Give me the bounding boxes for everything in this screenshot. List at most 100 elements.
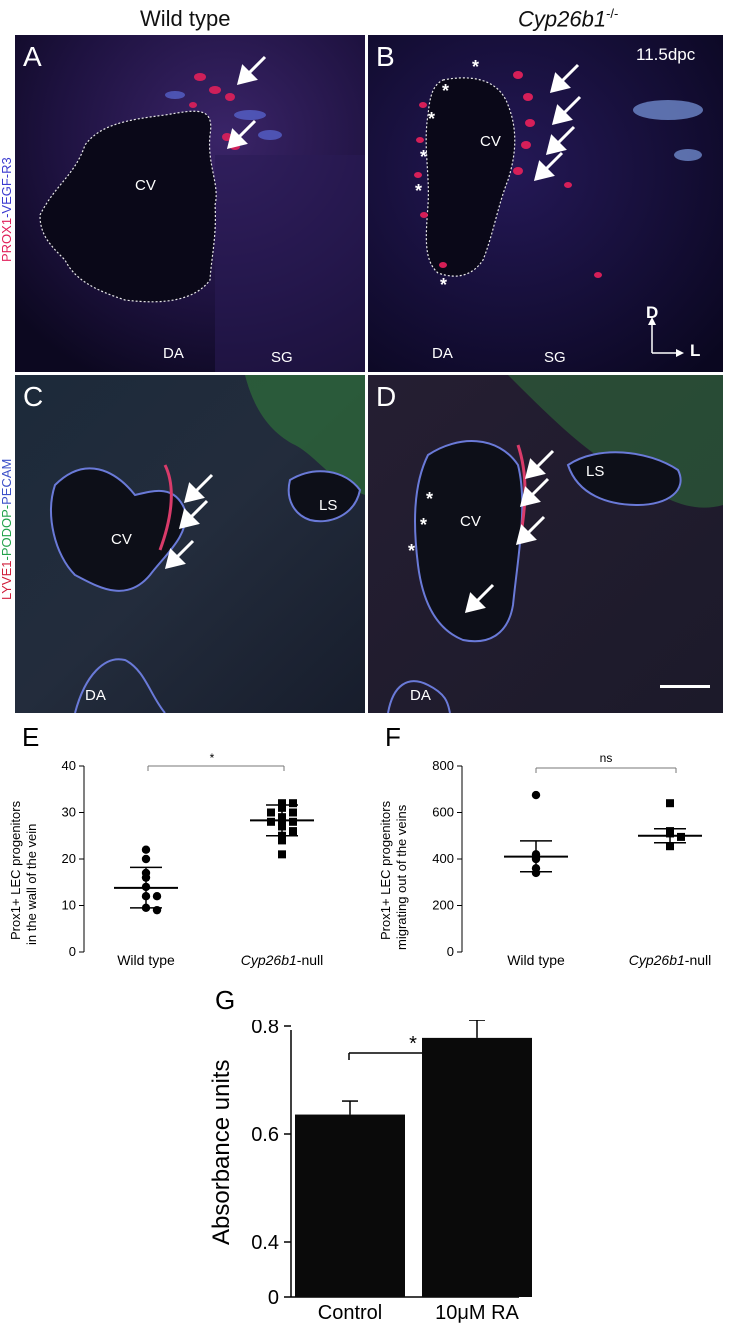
data-point	[141, 892, 151, 901]
column-title-wild-type: Wild type	[140, 6, 231, 31]
arrow-icon	[183, 473, 214, 504]
data-point	[666, 829, 674, 838]
panel-c-cv-label: CV	[111, 531, 132, 548]
panel-d-da-label: DA	[410, 687, 431, 704]
chart-g-significance: *	[409, 1033, 417, 1055]
data-point	[278, 813, 286, 822]
chart-tick-label: 0.4	[251, 1232, 279, 1254]
chart-e: Prox1+ LEC progenitors in the wall of th…	[8, 751, 324, 968]
data-point	[289, 827, 297, 836]
data-point	[267, 808, 275, 817]
column-title-cyp26b1-text: Cyp26b1	[518, 6, 607, 32]
arrow-icon	[519, 477, 550, 508]
panel-e-letter: E	[22, 722, 40, 752]
panel-b-letter: B	[376, 41, 395, 72]
panel-d-ls-label: LS	[586, 463, 605, 480]
data-point	[278, 803, 286, 812]
data-point	[278, 850, 286, 859]
panel-g-letter: G	[215, 985, 236, 1015]
chart-tick-label: 600	[432, 805, 454, 820]
chart-tick-label: 0.6	[251, 1124, 279, 1146]
chart-tick-label: 400	[432, 851, 454, 866]
data-point	[531, 790, 541, 800]
column-title-cyp26b1: Cyp26b1-/-	[518, 6, 618, 32]
panel-a-sg-label: SG	[271, 349, 293, 366]
chart-g: Absorbance units * Control 10μM RA 0 0.4 0…	[208, 1020, 532, 1324]
panel-b-cv-label: CV	[480, 133, 501, 150]
data-point	[152, 892, 162, 901]
chart-f-xlabel-1-suffix: -null	[685, 952, 711, 968]
data-point	[141, 854, 151, 864]
chart-f-ylabel-line1: Prox1+ LEC progenitors	[378, 800, 393, 940]
asterisk-marker: *	[440, 275, 448, 295]
axis-dorsal-label: D	[646, 303, 659, 322]
panel-b-stage-label: 11.5dpc	[636, 45, 696, 64]
arrow-icon	[464, 583, 495, 614]
chart-e-xlabel-1-italic: Cyp26b1	[241, 952, 297, 968]
panel-a-cv-label: CV	[135, 177, 156, 194]
panel-b-da-label: DA	[432, 345, 453, 362]
column-title-superscript: -/-	[606, 6, 619, 21]
side-label-prox1-vegfr3: PROX1-VEGF-R3	[0, 157, 14, 262]
panel-d-cv-label: CV	[460, 513, 481, 530]
data-point	[666, 842, 674, 851]
panel-b-sg-label: SG	[544, 349, 566, 366]
bar	[422, 1037, 532, 1297]
chart-e-significance: *	[210, 751, 215, 765]
chart-e-ylabel-line2: in the wall of the vein	[24, 824, 39, 945]
arrow-icon	[178, 499, 209, 530]
arrow-icon	[545, 125, 576, 156]
data-point	[152, 905, 162, 915]
chart-e-xlabel-1: Cyp26b1-null	[241, 952, 324, 968]
data-point	[278, 831, 286, 840]
asterisk-marker: *	[415, 181, 423, 201]
asterisk-marker: *	[426, 489, 434, 509]
panel-f-letter: F	[385, 722, 401, 752]
chart-f-xlabel-1-italic: Cyp26b1	[629, 952, 685, 968]
chart-f-xlabel-0: Wild type	[507, 952, 565, 968]
panel-a-da-label: DA	[163, 345, 184, 362]
data-point	[278, 817, 286, 826]
chart-tick-label: 0	[447, 944, 454, 959]
asterisk-marker: *	[420, 147, 428, 167]
chart-tick-label: 10	[62, 898, 76, 913]
micrograph-panel-b: B 11.5dpc CV DA SG * * * * * * D L	[368, 35, 723, 372]
chart-e-xlabel-0: Wild type	[117, 952, 175, 968]
asterisk-marker: *	[428, 109, 436, 129]
data-point	[289, 817, 297, 826]
chart-g-xlabel-1: 10μM RA	[435, 1302, 519, 1324]
asterisk-marker: *	[442, 81, 450, 101]
data-point	[141, 882, 151, 892]
axis-lateral-label: L	[690, 341, 701, 360]
data-point	[278, 799, 286, 808]
arrow-icon	[164, 539, 195, 570]
orientation-axis-icon	[648, 317, 684, 357]
side-label-vegfr3: -VEGF-R3	[0, 157, 14, 218]
chart-tick-label: 20	[62, 851, 76, 866]
chart-tick-label: 200	[432, 898, 454, 913]
chart-f-significance: ns	[600, 751, 613, 765]
panel-c-ls-label: LS	[319, 497, 338, 514]
data-point	[141, 845, 151, 854]
data-point	[141, 873, 151, 882]
data-point	[278, 822, 286, 831]
micrograph-a-image	[15, 35, 365, 372]
data-point	[666, 799, 674, 808]
arrow-icon	[515, 515, 546, 546]
chart-f-xlabel-1: Cyp26b1-null	[629, 952, 712, 968]
panel-c-letter: C	[23, 381, 44, 412]
data-point	[531, 854, 541, 864]
chart-f-ylabel-line2: migrating out of the veins	[394, 804, 409, 950]
micrograph-c-image	[15, 375, 365, 713]
side-label-pecam: PECAM	[0, 458, 14, 505]
panel-d-letter: D	[376, 381, 397, 412]
chart-f: Prox1+ LEC progenitors migrating out of …	[378, 751, 712, 968]
panel-c-da-label: DA	[85, 687, 106, 704]
data-point	[289, 808, 297, 817]
data-point	[141, 903, 151, 913]
side-label-lyve1: LYVE1	[0, 560, 14, 600]
asterisk-marker: *	[420, 515, 428, 535]
arrow-icon	[524, 449, 555, 480]
chart-tick-label: 0.8	[251, 1020, 279, 1038]
micrograph-panel-a: A CV DA SG	[15, 35, 365, 372]
